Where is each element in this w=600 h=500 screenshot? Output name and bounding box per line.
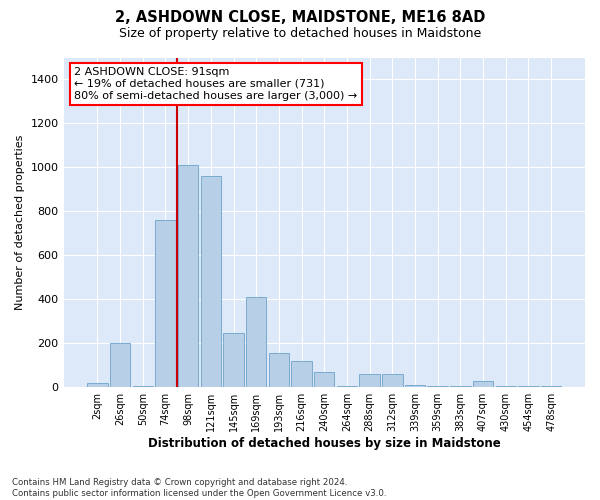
Bar: [178, 165, 199, 388]
Bar: [359, 374, 380, 388]
Bar: [292, 361, 312, 388]
Bar: [246, 297, 266, 388]
X-axis label: Distribution of detached houses by size in Maidstone: Distribution of detached houses by size …: [148, 437, 500, 450]
Bar: [541, 386, 561, 388]
Text: Contains HM Land Registry data © Crown copyright and database right 2024.
Contai: Contains HM Land Registry data © Crown c…: [12, 478, 386, 498]
Bar: [87, 383, 107, 388]
Text: 2, ASHDOWN CLOSE, MAIDSTONE, ME16 8AD: 2, ASHDOWN CLOSE, MAIDSTONE, ME16 8AD: [115, 10, 485, 25]
Bar: [427, 386, 448, 388]
Y-axis label: Number of detached properties: Number of detached properties: [15, 134, 25, 310]
Bar: [450, 386, 470, 388]
Text: Size of property relative to detached houses in Maidstone: Size of property relative to detached ho…: [119, 28, 481, 40]
Bar: [223, 334, 244, 388]
Bar: [110, 344, 130, 388]
Bar: [496, 386, 516, 388]
Bar: [518, 386, 539, 388]
Bar: [269, 354, 289, 388]
Text: 2 ASHDOWN CLOSE: 91sqm
← 19% of detached houses are smaller (731)
80% of semi-de: 2 ASHDOWN CLOSE: 91sqm ← 19% of detached…: [74, 68, 357, 100]
Bar: [133, 386, 153, 388]
Bar: [405, 385, 425, 388]
Bar: [200, 176, 221, 388]
Bar: [337, 386, 357, 388]
Bar: [473, 380, 493, 388]
Bar: [382, 374, 403, 388]
Bar: [314, 372, 334, 388]
Bar: [155, 220, 176, 388]
